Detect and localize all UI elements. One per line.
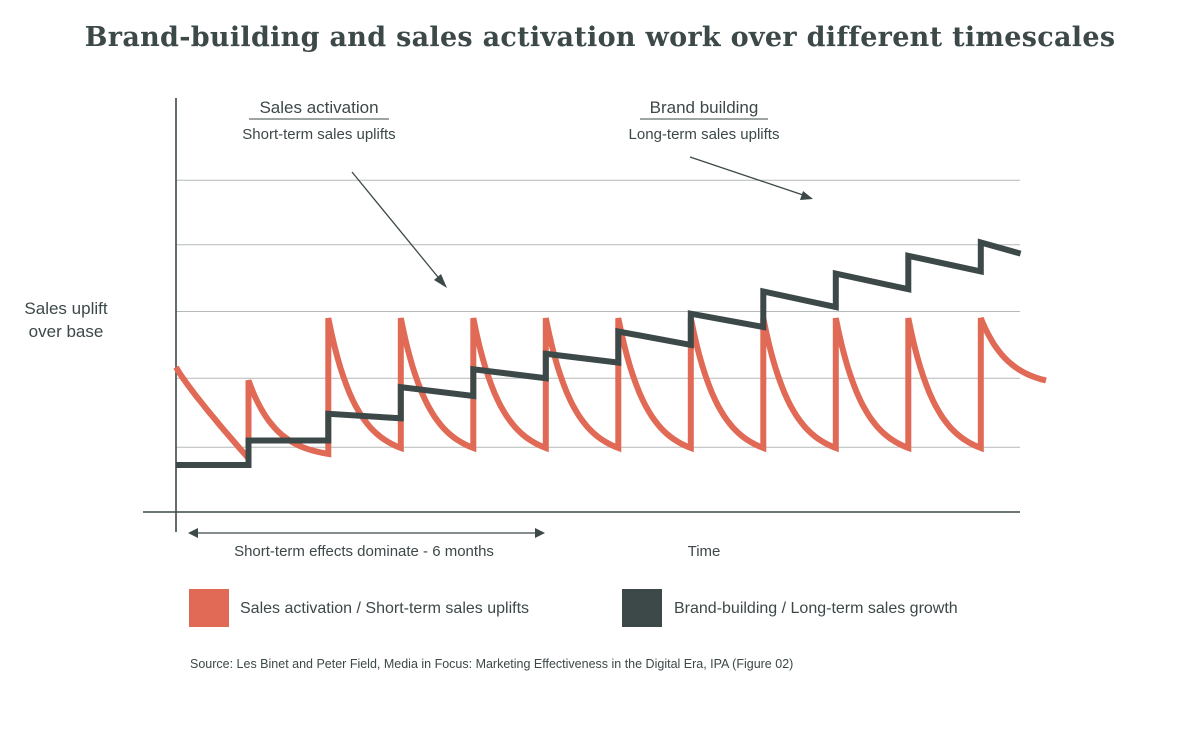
gridlines (176, 179, 1020, 448)
source-note: Source: Les Binet and Peter Field, Media… (190, 657, 793, 671)
sales-activation-arrow (351, 171, 443, 283)
y-axis-label-line-1: Sales uplift (24, 299, 107, 318)
legend-label-sales-activation: Sales activation / Short-term sales upli… (240, 600, 529, 617)
brand-building-arrow (689, 156, 807, 197)
legend-label-brand-building: Brand-building / Long-term sales growth (674, 600, 958, 617)
brand-building-arrowhead (800, 191, 813, 200)
short-term-span-arrowhead-right (535, 528, 545, 538)
brand-building-subtitle: Long-term sales uplifts (629, 126, 780, 143)
sales-activation-line (173, 316, 1047, 467)
brand-building-line (176, 238, 1022, 468)
short-term-span-label: Short-term effects dominate - 6 months (234, 543, 494, 560)
y-axis-label-line-2: over base (29, 322, 104, 341)
legend-swatch-sales-activation (189, 589, 229, 627)
sales-activation-title: Sales activation (259, 98, 378, 117)
short-term-span-arrowhead-left (188, 528, 198, 538)
brand-building-title: Brand building (650, 98, 759, 117)
legend-swatch-brand-building (622, 589, 662, 627)
chart-title: Brand-building and sales activation work… (84, 22, 1116, 53)
sales-activation-subtitle: Short-term sales uplifts (242, 126, 395, 143)
x-axis-label: Time (688, 543, 721, 560)
sales-activation-arrowhead (434, 274, 447, 288)
